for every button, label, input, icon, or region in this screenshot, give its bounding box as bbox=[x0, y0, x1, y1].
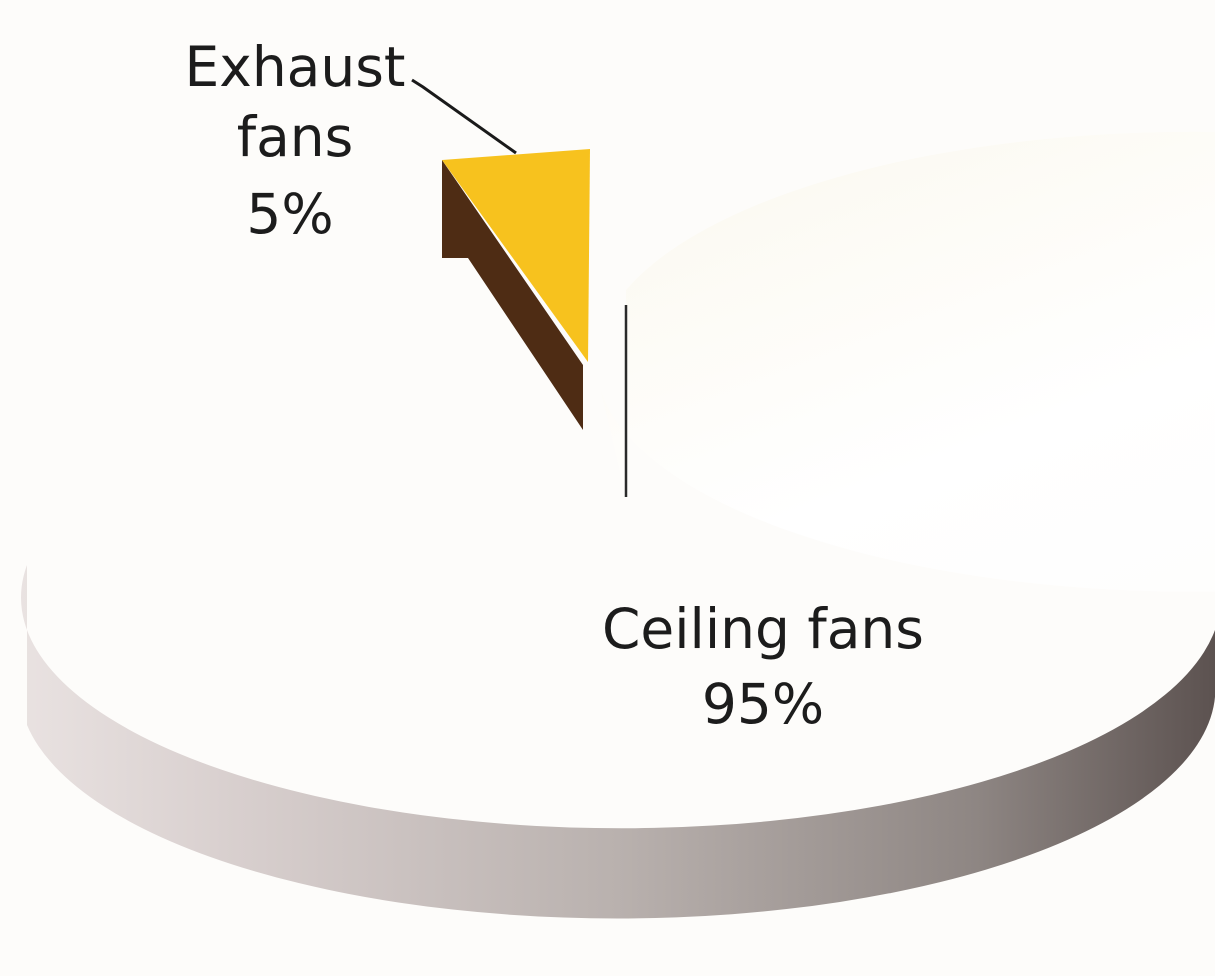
exhaust-fans-label-line-2: fans bbox=[237, 105, 354, 169]
leader-line bbox=[411, 78, 517, 155]
exhaust-fans-label-line-1: Exhaust bbox=[185, 35, 406, 99]
pie-slice-exhaust-fans bbox=[442, 149, 590, 362]
ceiling-fans-percent: 95% bbox=[702, 672, 824, 736]
pie-slice-side-ceiling-fans bbox=[21, 565, 1215, 919]
pie-slice-ceiling-fans bbox=[600, 131, 1215, 592]
pie-slice-side-exhaust-fans bbox=[442, 160, 583, 430]
ceiling-fans-label: Ceiling fans bbox=[602, 597, 924, 661]
exhaust-fans-percent: 5% bbox=[246, 182, 333, 246]
